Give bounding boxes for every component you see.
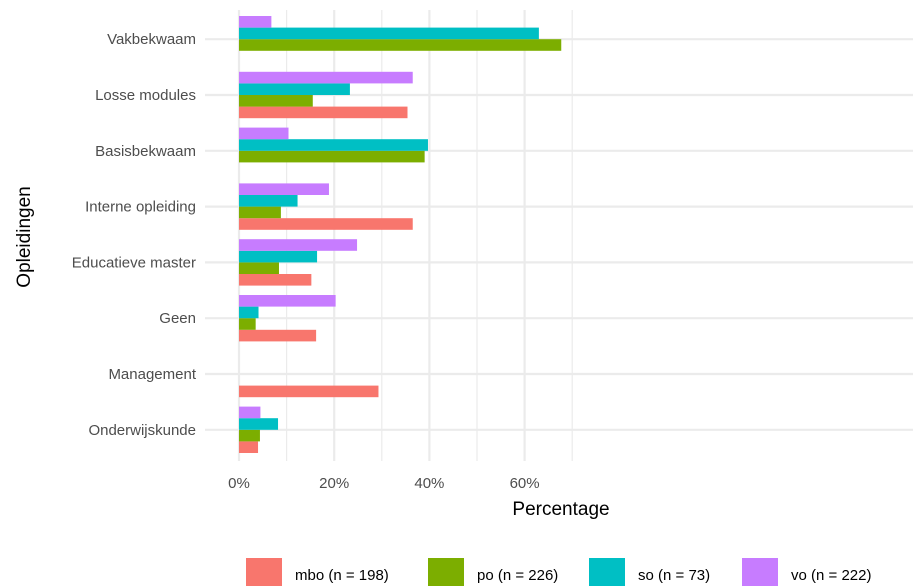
bar [239, 386, 378, 398]
legend-swatch [246, 558, 282, 586]
y-tick-label: Educatieve master [72, 254, 196, 271]
y-tick-label: Management [108, 366, 196, 383]
bar [239, 441, 258, 453]
bar [239, 83, 350, 95]
legend-swatch [742, 558, 778, 586]
bar [239, 107, 408, 119]
bar [239, 418, 278, 430]
bar [239, 183, 329, 195]
bar [239, 72, 413, 84]
y-tick-labels: Vakbekwaam Losse modules Basisbekwaam Inter… [72, 31, 197, 439]
bar [239, 195, 298, 207]
legend: mbo (n = 198) po (n = 226) so (n = 73) vo (… [246, 558, 871, 586]
legend-label: vo (n = 222) [791, 567, 871, 584]
bar [239, 330, 316, 342]
bar [239, 151, 425, 163]
legend-label: po (n = 226) [477, 567, 558, 584]
x-tick-label: 60% [510, 475, 540, 492]
bar [239, 274, 311, 286]
x-tick-labels: 0% 20% 40% 60% [228, 475, 539, 492]
bar [239, 295, 336, 307]
y-tick-label: Basisbekwaam [95, 143, 196, 160]
bar [239, 262, 279, 274]
y-tick-label: Geen [159, 310, 196, 327]
x-tick-label: 40% [414, 475, 444, 492]
bar [239, 407, 260, 419]
bar [239, 207, 281, 219]
bar [239, 239, 357, 251]
bar [239, 95, 313, 107]
y-tick-label: Losse modules [95, 87, 196, 104]
bar [239, 39, 561, 51]
x-axis-title: Percentage [512, 499, 609, 520]
bar [239, 318, 256, 330]
bar [239, 139, 428, 151]
y-tick-label: Interne opleiding [85, 199, 196, 216]
bar [239, 251, 317, 263]
bar [239, 430, 260, 442]
bar [239, 218, 413, 230]
bar [239, 16, 271, 28]
x-tick-label: 0% [228, 475, 250, 492]
bar [239, 28, 539, 40]
bar [239, 128, 289, 140]
bars [239, 16, 561, 453]
y-tick-label: Vakbekwaam [107, 31, 196, 48]
bar [239, 307, 259, 319]
legend-label: mbo (n = 198) [295, 567, 389, 584]
x-tick-label: 20% [319, 475, 349, 492]
y-tick-label: Onderwijskunde [88, 422, 196, 439]
legend-swatch [589, 558, 625, 586]
y-axis-title: Opleidingen [14, 186, 35, 287]
legend-swatch [428, 558, 464, 586]
legend-label: so (n = 73) [638, 567, 710, 584]
